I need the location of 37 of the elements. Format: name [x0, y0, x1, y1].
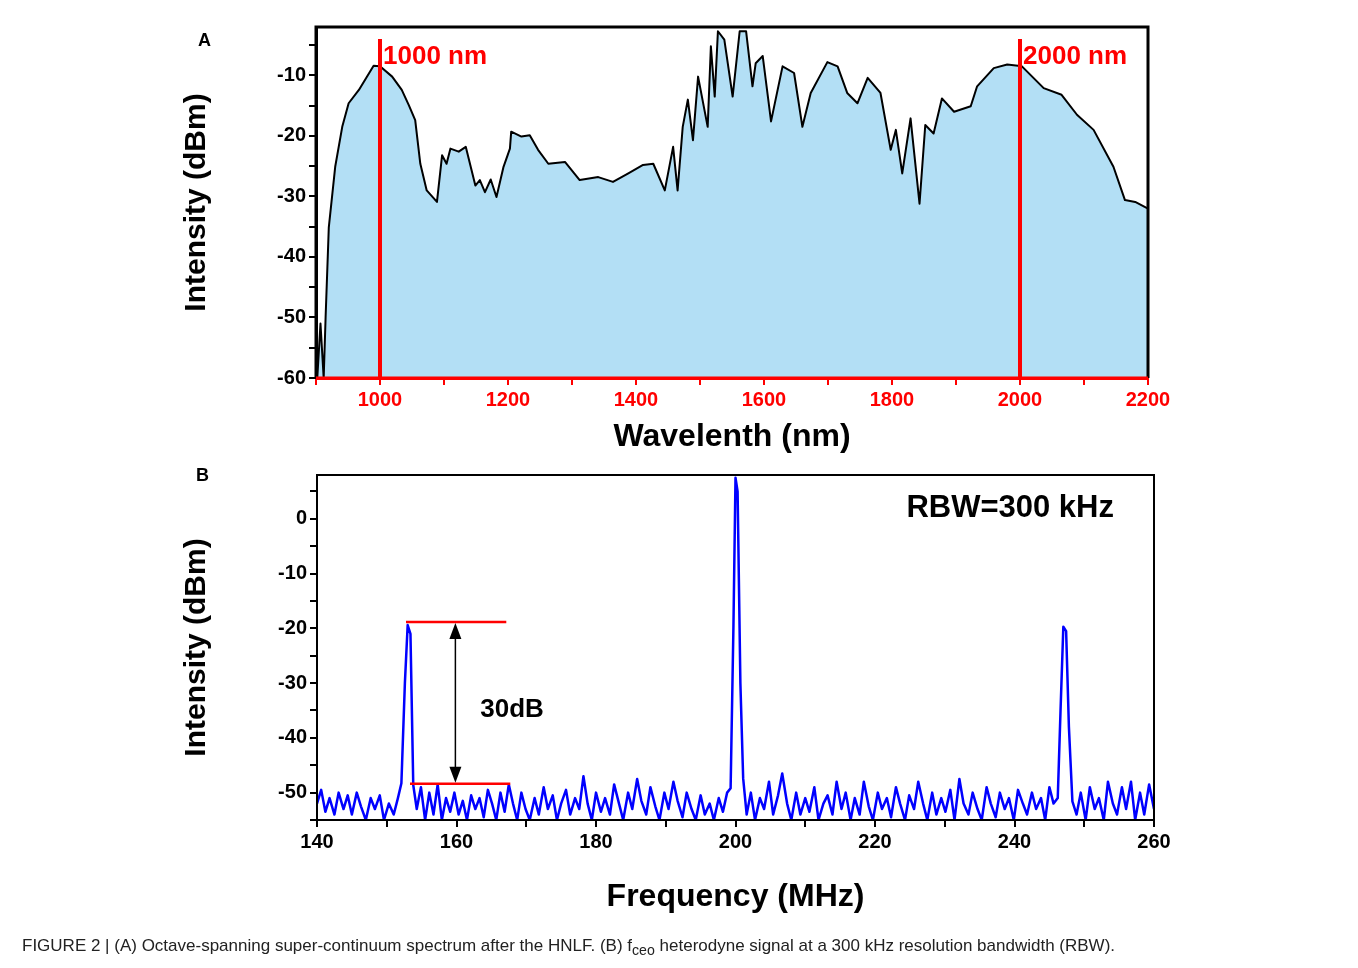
ref-line-label: 2000 nm: [1023, 40, 1128, 71]
annotation: 30dB: [480, 693, 544, 724]
y-tick-label: -50: [277, 305, 306, 327]
y-axis-title: Intensity (dBm): [178, 538, 212, 757]
x-tick-label: 140: [300, 829, 334, 852]
x-tick-label: 180: [579, 829, 613, 852]
text: B: [196, 465, 209, 486]
x-tick-label: 1400: [613, 387, 659, 410]
y-tick-label: -20: [277, 123, 306, 146]
x-tick-label: 240: [997, 829, 1032, 852]
y-tick-label: -40: [277, 244, 306, 267]
x-tick-label: 260: [1137, 829, 1171, 852]
y-tick-label: -50: [278, 780, 307, 803]
y-tick-label: -10: [277, 62, 306, 85]
y-tick-label: -60: [277, 365, 306, 388]
x-tick-label: 1800: [869, 387, 915, 410]
text: A: [198, 30, 211, 51]
x-tick-label: 1000: [357, 387, 403, 410]
x-axis-title: Wavelenth (nm): [613, 416, 851, 453]
annotation: RBW=300 kHz: [906, 488, 1114, 524]
y-tick-label: -30: [278, 670, 307, 693]
x-tick-label: 200: [718, 829, 753, 852]
ref-line-label: 1000 nm: [383, 40, 488, 71]
y-tick-label: -10: [278, 561, 307, 584]
x-tick-label: 2200: [1125, 387, 1171, 410]
y-tick-label: 0: [295, 506, 307, 529]
x-axis-title: Frequency (MHz): [606, 876, 865, 913]
x-tick-label: 2000: [997, 387, 1043, 410]
x-tick-label: 1600: [741, 387, 787, 410]
x-tick-label: 220: [858, 829, 892, 852]
y-tick-label: -20: [278, 615, 307, 638]
y-tick-label: -40: [278, 725, 307, 748]
x-tick-label: 160: [439, 829, 474, 852]
y-axis-title: Intensity (dBm): [178, 93, 212, 312]
y-tick-label: -30: [277, 183, 306, 206]
x-tick-label: 1200: [485, 387, 531, 410]
caption: FIGURE 2 | (A) Octave-spanning super-continuum spectrum after the HNLF. (B) f$_{ceo}$ heterodyne signal at a 300 kHz resolution bandwidth (RBW).: [22, 936, 1116, 959]
